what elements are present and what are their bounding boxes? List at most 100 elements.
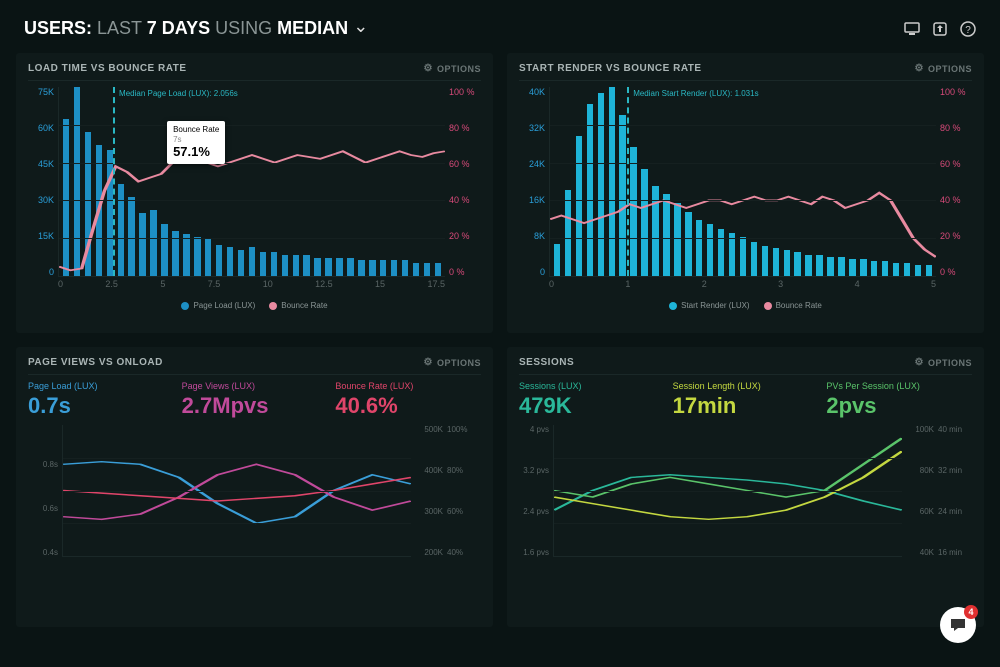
bar[interactable]	[96, 145, 102, 276]
options-button[interactable]: OPTIONS	[424, 357, 481, 368]
share-icon[interactable]	[932, 21, 948, 37]
loadtime-chart: 75K60K45K30K15K0 100 %80 %60 %40 %20 %0 …	[28, 87, 481, 297]
metric[interactable]: Sessions (LUX)479K	[519, 381, 665, 419]
bar[interactable]	[849, 259, 855, 276]
plot-area[interactable]	[553, 425, 902, 557]
bar[interactable]	[303, 255, 309, 276]
bar[interactable]	[227, 247, 233, 276]
bar[interactable]	[118, 184, 124, 276]
metric[interactable]: Page Views (LUX)2.7Mpvs	[182, 381, 328, 419]
chat-button[interactable]: 4	[940, 607, 976, 643]
bar[interactable]	[882, 261, 888, 276]
bar[interactable]	[249, 247, 255, 276]
bar[interactable]	[729, 233, 735, 276]
bar[interactable]	[391, 260, 397, 276]
options-button[interactable]: OPTIONS	[915, 63, 972, 74]
bar[interactable]	[314, 258, 320, 276]
bar[interactable]	[904, 263, 910, 276]
bar[interactable]	[358, 260, 364, 276]
panel-title: LOAD TIME VS BOUNCE RATE	[28, 63, 186, 74]
bar[interactable]	[369, 260, 375, 276]
bar[interactable]	[325, 258, 331, 276]
metric-value: 2.7Mpvs	[182, 393, 328, 419]
panel-title: START RENDER VS BOUNCE RATE	[519, 63, 702, 74]
bar[interactable]	[63, 119, 69, 277]
bar[interactable]	[619, 115, 625, 276]
bar[interactable]	[380, 260, 386, 276]
bar[interactable]	[424, 263, 430, 276]
panel-loadtime-bounce: LOAD TIME VS BOUNCE RATE OPTIONS 75K60K4…	[16, 53, 493, 333]
bar[interactable]	[347, 258, 353, 276]
bar[interactable]	[216, 245, 222, 277]
bar[interactable]	[816, 255, 822, 276]
bar[interactable]	[576, 136, 582, 276]
bar[interactable]	[336, 258, 342, 276]
bar[interactable]	[784, 250, 790, 276]
plot-area[interactable]	[62, 425, 411, 557]
metric[interactable]: Session Length (LUX)17min	[673, 381, 819, 419]
bar[interactable]	[587, 104, 593, 276]
bar[interactable]	[762, 246, 768, 276]
bar[interactable]	[652, 186, 658, 276]
bar[interactable]	[205, 239, 211, 276]
panel-title: PAGE VIEWS VS ONLOAD	[28, 357, 163, 368]
legend-item: Bounce Rate	[764, 301, 822, 310]
bar[interactable]	[565, 190, 571, 276]
bar[interactable]	[413, 263, 419, 276]
help-icon[interactable]: ?	[960, 21, 976, 37]
bar[interactable]	[85, 132, 91, 276]
bar[interactable]	[161, 224, 167, 277]
metric[interactable]: Page Load (LUX)0.7s	[28, 381, 174, 419]
bar[interactable]	[827, 257, 833, 276]
bar[interactable]	[860, 259, 866, 276]
bar[interactable]	[663, 194, 669, 276]
bar[interactable]	[609, 87, 615, 276]
bar[interactable]	[139, 213, 145, 276]
bar[interactable]	[402, 260, 408, 276]
bar[interactable]	[271, 252, 277, 276]
options-button[interactable]: OPTIONS	[915, 357, 972, 368]
bar[interactable]	[260, 252, 266, 276]
bar[interactable]	[685, 212, 691, 276]
y-axis-right-2: 40 min32 min24 min16 min	[938, 425, 972, 557]
chevron-down-icon[interactable]: ⌄	[353, 16, 368, 37]
desktop-icon[interactable]	[904, 21, 920, 37]
notification-badge: 4	[964, 605, 978, 619]
bar[interactable]	[293, 255, 299, 276]
legend-item: Page Load (LUX)	[181, 301, 255, 310]
bar[interactable]	[282, 255, 288, 276]
bar[interactable]	[183, 234, 189, 276]
bar[interactable]	[926, 265, 932, 276]
bar[interactable]	[435, 263, 441, 276]
bar[interactable]	[150, 210, 156, 276]
bar[interactable]	[773, 248, 779, 276]
bar[interactable]	[718, 229, 724, 276]
bar[interactable]	[598, 93, 604, 276]
bar[interactable]	[554, 244, 560, 276]
y-axis-left: 40K32K24K16K8K0	[519, 87, 545, 277]
bar[interactable]	[740, 237, 746, 276]
page-title[interactable]: USERS: LAST 7 DAYS USING MEDIAN ⌄	[24, 18, 368, 39]
metric[interactable]: Bounce Rate (LUX)40.6%	[335, 381, 481, 419]
plot-area[interactable]: Median Page Load (LUX): 2.056sBounce Rat…	[58, 87, 445, 277]
bar[interactable]	[674, 203, 680, 276]
metric[interactable]: PVs Per Session (LUX)2pvs	[826, 381, 972, 419]
bar[interactable]	[128, 197, 134, 276]
bar[interactable]	[838, 257, 844, 276]
bar[interactable]	[641, 169, 647, 276]
options-button[interactable]: OPTIONS	[424, 63, 481, 74]
bar[interactable]	[696, 220, 702, 276]
bar[interactable]	[871, 261, 877, 276]
bar[interactable]	[630, 147, 636, 276]
bar[interactable]	[751, 242, 757, 276]
bar[interactable]	[915, 265, 921, 276]
bar[interactable]	[238, 250, 244, 276]
bar[interactable]	[707, 224, 713, 276]
bar[interactable]	[794, 252, 800, 276]
bar[interactable]	[194, 237, 200, 276]
chat-icon	[949, 616, 967, 634]
plot-area[interactable]: Median Start Render (LUX): 1.031s	[549, 87, 936, 277]
bar[interactable]	[74, 87, 80, 276]
bar[interactable]	[893, 263, 899, 276]
bar[interactable]	[805, 255, 811, 276]
